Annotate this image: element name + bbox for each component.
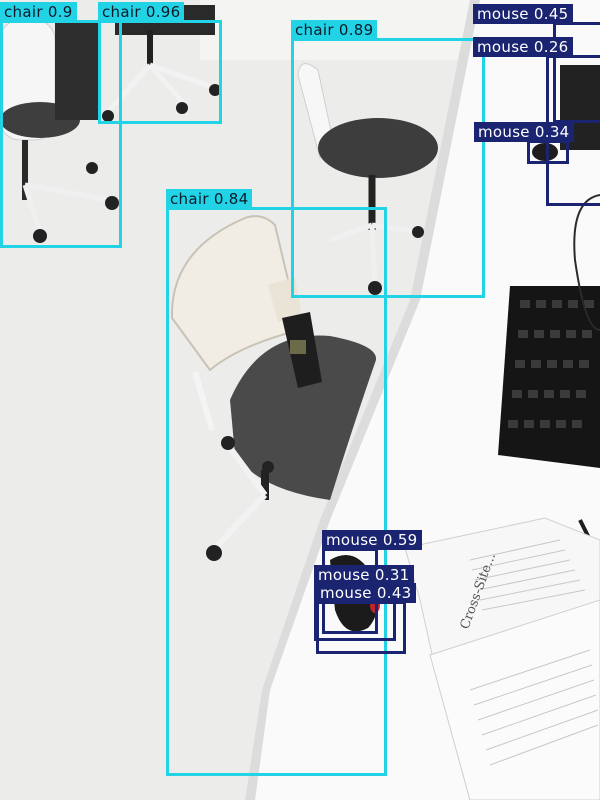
mouse-object-top — [532, 143, 558, 161]
chair-foreground — [170, 215, 377, 561]
detection-label: mouse 0.59 — [322, 530, 422, 550]
detection-label: mouse 0.34 — [474, 122, 574, 142]
detection-box-mouse-6: mouse 0.43 — [316, 583, 416, 654]
desk-edge — [245, 0, 480, 800]
detection-box-chair-2: chair 0.96 — [98, 2, 222, 124]
open-book: Cross-Site... — [404, 517, 600, 800]
detection-label: chair 0.89 — [291, 20, 378, 40]
detection-box-chair-1: chair 0.9 — [0, 2, 122, 248]
chair-background-right — [297, 63, 438, 295]
keyboard — [498, 286, 600, 468]
detection-label: chair 0.9 — [0, 2, 77, 22]
detection-box-chair-4: chair 0.84 — [166, 189, 387, 776]
detection-box-chair-3: chair 0.89 — [291, 20, 485, 298]
detection-label: mouse 0.26 — [473, 37, 573, 57]
detection-box-mouse-2: mouse 0.26 — [473, 37, 600, 206]
detection-box-mouse-3: mouse 0.34 — [474, 122, 574, 164]
cable — [573, 194, 600, 331]
detection-label: mouse 0.31 — [314, 565, 414, 585]
chair-background-left — [0, 19, 119, 243]
detection-label: mouse 0.43 — [316, 583, 416, 603]
detection-label: chair 0.96 — [98, 2, 185, 22]
detection-label: chair 0.84 — [166, 189, 253, 209]
detection-box-mouse-1: mouse 0.45 — [473, 4, 600, 123]
detection-label: mouse 0.45 — [473, 4, 573, 24]
